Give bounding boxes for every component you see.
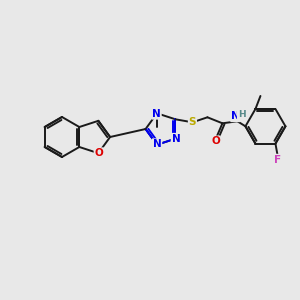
Text: N: N xyxy=(172,134,180,144)
Text: N: N xyxy=(153,139,161,149)
Text: N: N xyxy=(231,111,240,121)
Text: F: F xyxy=(274,154,281,165)
Text: O: O xyxy=(94,148,103,158)
Text: H: H xyxy=(238,110,245,119)
Text: O: O xyxy=(211,136,220,146)
Text: S: S xyxy=(189,117,196,127)
Text: N: N xyxy=(152,109,161,119)
